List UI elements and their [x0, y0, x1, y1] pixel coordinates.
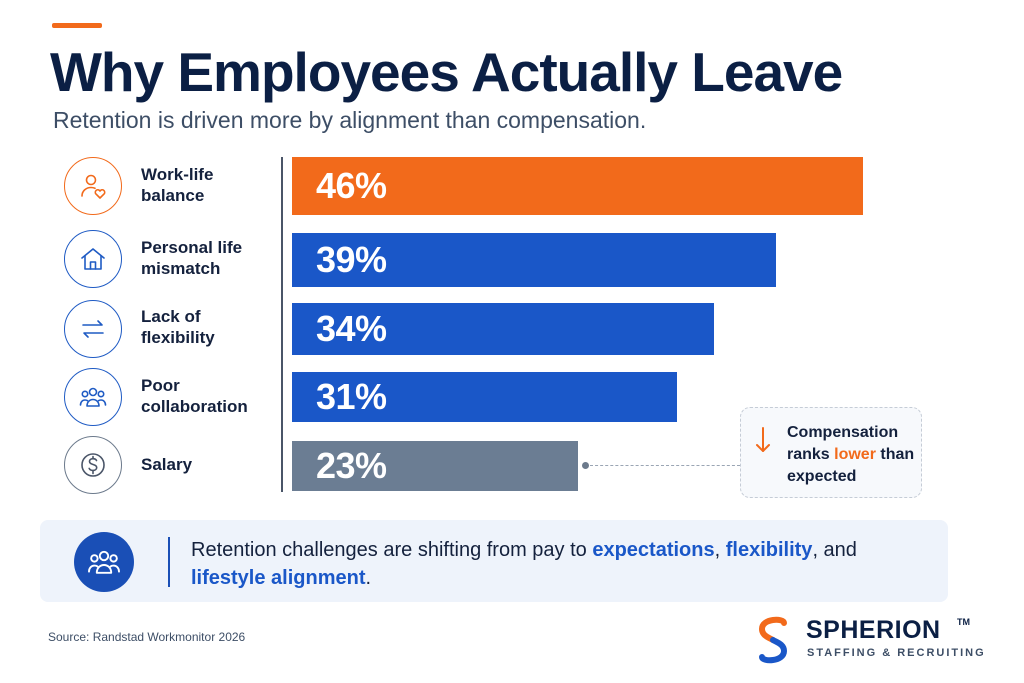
people-group-icon	[64, 368, 122, 426]
page-subtitle: Retention is driven more by alignment th…	[53, 107, 647, 133]
row-label-personal-life-mismatch: Personal life mismatch	[141, 238, 243, 278]
logo-tagline: STAFFING & RECRUITING	[807, 647, 986, 659]
bar-value-lack-of-flexibility: 34%	[316, 308, 387, 349]
bar-lack-of-flexibility: 34%	[292, 303, 715, 355]
row-label-work-life-balance: Work-life balance	[141, 165, 214, 205]
people-group-icon	[74, 532, 134, 592]
bar-value-poor-collaboration: 31%	[316, 376, 387, 417]
callout-highlight: lower	[834, 446, 876, 463]
bar-value-work-life-balance: 46%	[316, 165, 387, 206]
compensation-callout: Compensation ranks lower than expected	[740, 407, 922, 498]
callout-connector-dot	[582, 462, 589, 469]
row-label-lack-of-flexibility: Lack of flexibility	[141, 307, 215, 347]
bar-value-salary: 23%	[316, 445, 387, 486]
bar-personal-life-mismatch: 39%	[292, 233, 777, 287]
bar-value-personal-life-mismatch: 39%	[316, 239, 387, 280]
row-label-poor-collaboration: Poor collaboration	[141, 376, 248, 416]
callout-connector-line	[590, 465, 740, 466]
arrow-down-icon	[756, 427, 770, 452]
source-note: Source: Randstad Workmonitor 2026	[48, 630, 246, 644]
banner-text: Retention challenges are shifting from p…	[191, 539, 857, 589]
house-icon	[64, 230, 122, 288]
bar-poor-collaboration: 31%	[292, 372, 677, 422]
chart-axis-line	[281, 157, 283, 492]
callout-text: Compensation ranks lower than expected	[787, 424, 915, 485]
page-title: Why Employees Actually Leave	[50, 41, 843, 103]
banner-divider	[168, 537, 170, 587]
person-heart-icon	[64, 157, 122, 215]
spherion-logo-icon	[758, 616, 788, 664]
dollar-coin-icon	[64, 436, 122, 494]
insight-banner: Retention challenges are shifting from p…	[40, 520, 948, 602]
bar-salary: 23%	[292, 441, 578, 491]
title-accent-line	[52, 23, 102, 28]
row-label-salary: Salary	[141, 455, 193, 474]
bar-work-life-balance: 46%	[292, 157, 863, 215]
logo-trademark: TM	[957, 617, 970, 627]
logo-name: SPHERION	[806, 616, 941, 644]
swap-arrows-icon	[64, 300, 122, 358]
